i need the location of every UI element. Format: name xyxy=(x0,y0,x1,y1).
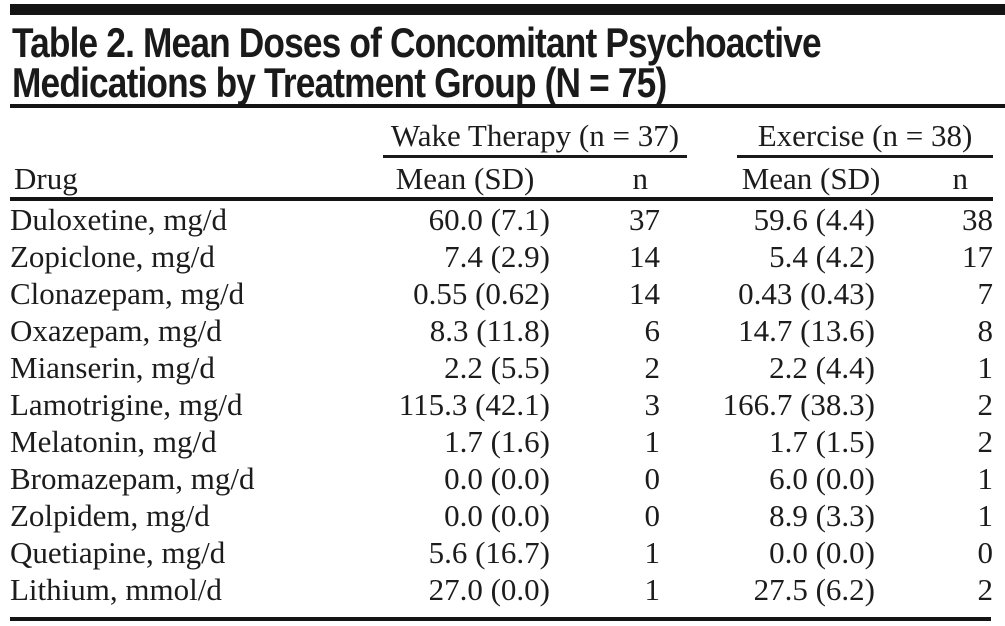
exercise-n-cell: 7 xyxy=(977,275,994,311)
wake-n-cell: 6 xyxy=(644,312,661,348)
exercise-mean-sd-cell: 27.5 (6.2) xyxy=(753,571,875,607)
wake-n-cell: 3 xyxy=(644,386,661,422)
exercise-n-cell: 8 xyxy=(977,312,994,348)
column-header-wake-n: n xyxy=(632,161,649,196)
drug-name-cell: Mianserin, mg/d xyxy=(10,349,215,385)
wake-mean-sd-cell: 60.0 (7.1) xyxy=(428,201,550,237)
medication-doses-table: Duloxetine, mg/d 60.0 (7.1) 37 59.6 (4.4… xyxy=(10,201,993,608)
exercise-mean-sd-cell: 0.0 (0.0) xyxy=(769,534,875,570)
table-row: Lithium, mmol/d 27.0 (0.0) 1 27.5 (6.2) … xyxy=(10,571,993,608)
drug-name-cell: Lithium, mmol/d xyxy=(10,571,222,607)
title-line-1: Table 2. Mean Doses of Concomitant Psych… xyxy=(12,19,822,66)
drug-name-cell: Duloxetine, mg/d xyxy=(10,201,227,237)
wake-mean-sd-cell: 0.0 (0.0) xyxy=(444,497,550,533)
exercise-n-cell: 1 xyxy=(977,460,994,496)
exercise-n-cell: 38 xyxy=(962,201,993,237)
top-rule xyxy=(10,4,1005,15)
wake-mean-sd-cell: 0.55 (0.62) xyxy=(413,275,550,311)
wake-mean-sd-cell: 8.3 (11.8) xyxy=(429,312,550,348)
exercise-n-cell: 0 xyxy=(977,534,994,570)
wake-mean-sd-cell: 5.6 (16.7) xyxy=(428,534,550,570)
drug-name-cell: Oxazepam, mg/d xyxy=(10,312,222,348)
table-row: Bromazepam, mg/d 0.0 (0.0) 0 6.0 (0.0) 1 xyxy=(10,460,993,497)
exercise-n-cell: 2 xyxy=(977,386,994,422)
table-row: Lamotrigine, mg/d 115.3 (42.1) 3 166.7 (… xyxy=(10,386,993,423)
column-header-exercise-n: n xyxy=(952,161,969,196)
exercise-mean-sd-cell: 6.0 (0.0) xyxy=(769,460,875,496)
drug-name-cell: Clonazepam, mg/d xyxy=(10,275,245,311)
wake-n-cell: 1 xyxy=(644,534,661,570)
column-group-exercise: Exercise (n = 38) xyxy=(737,114,993,158)
wake-n-cell: 1 xyxy=(644,423,661,459)
drug-name-cell: Zolpidem, mg/d xyxy=(10,497,210,533)
exercise-n-cell: 1 xyxy=(977,349,994,385)
exercise-mean-sd-cell: 14.7 (13.6) xyxy=(738,312,875,348)
exercise-mean-sd-cell: 59.6 (4.4) xyxy=(753,201,875,237)
exercise-n-cell: 2 xyxy=(977,423,994,459)
table-row: Quetiapine, mg/d 5.6 (16.7) 1 0.0 (0.0) … xyxy=(10,534,993,571)
column-header-exercise-mean-sd: Mean (SD) xyxy=(741,161,881,196)
title-rule xyxy=(10,104,1005,108)
wake-mean-sd-cell: 115.3 (42.1) xyxy=(398,386,550,422)
header-rule xyxy=(10,197,993,201)
page-title: Table 2. Mean Doses of Concomitant Psych… xyxy=(12,22,822,106)
wake-mean-sd-cell: 1.7 (1.6) xyxy=(444,423,550,459)
table-row: Duloxetine, mg/d 60.0 (7.1) 37 59.6 (4.4… xyxy=(10,201,993,238)
wake-mean-sd-cell: 2.2 (5.5) xyxy=(444,349,550,385)
drug-name-cell: Bromazepam, mg/d xyxy=(10,460,255,496)
wake-n-cell: 2 xyxy=(644,349,661,385)
title-line-2: Medications by Treatment Group (N = 75) xyxy=(12,59,667,106)
table-row: Zopiclone, mg/d 7.4 (2.9) 14 5.4 (4.2) 1… xyxy=(10,238,993,275)
exercise-mean-sd-cell: 5.4 (4.2) xyxy=(769,238,875,274)
exercise-mean-sd-cell: 166.7 (38.3) xyxy=(722,386,875,422)
exercise-n-cell: 1 xyxy=(977,497,994,533)
wake-mean-sd-cell: 27.0 (0.0) xyxy=(428,571,550,607)
exercise-mean-sd-cell: 1.7 (1.5) xyxy=(769,423,875,459)
exercise-mean-sd-cell: 0.43 (0.43) xyxy=(738,275,875,311)
exercise-mean-sd-cell: 8.9 (3.3) xyxy=(769,497,875,533)
exercise-n-cell: 17 xyxy=(962,238,993,274)
drug-name-cell: Quetiapine, mg/d xyxy=(10,534,226,570)
table-row: Zolpidem, mg/d 0.0 (0.0) 0 8.9 (3.3) 1 xyxy=(10,497,993,534)
bottom-rule xyxy=(10,617,991,621)
wake-n-cell: 37 xyxy=(629,201,660,237)
table-row: Oxazepam, mg/d 8.3 (11.8) 6 14.7 (13.6) … xyxy=(10,312,993,349)
drug-name-cell: Lamotrigine, mg/d xyxy=(10,386,243,422)
drug-name-cell: Melatonin, mg/d xyxy=(10,423,217,459)
wake-n-cell: 1 xyxy=(644,571,661,607)
wake-n-cell: 0 xyxy=(644,460,661,496)
column-group-wake-therapy: Wake Therapy (n = 37) xyxy=(383,114,687,158)
column-header-wake-mean-sd: Mean (SD) xyxy=(395,161,535,196)
table-row: Mianserin, mg/d 2.2 (5.5) 2 2.2 (4.4) 1 xyxy=(10,349,993,386)
drug-name-cell: Zopiclone, mg/d xyxy=(10,238,215,274)
wake-mean-sd-cell: 0.0 (0.0) xyxy=(444,460,550,496)
exercise-n-cell: 2 xyxy=(977,571,994,607)
exercise-mean-sd-cell: 2.2 (4.4) xyxy=(769,349,875,385)
wake-n-cell: 14 xyxy=(629,238,660,274)
wake-n-cell: 14 xyxy=(629,275,660,311)
table-row: Melatonin, mg/d 1.7 (1.6) 1 1.7 (1.5) 2 xyxy=(10,423,993,460)
table-row: Clonazepam, mg/d 0.55 (0.62) 14 0.43 (0.… xyxy=(10,275,993,312)
wake-mean-sd-cell: 7.4 (2.9) xyxy=(444,238,550,274)
column-header-drug: Drug xyxy=(14,161,78,196)
wake-n-cell: 0 xyxy=(644,497,661,533)
